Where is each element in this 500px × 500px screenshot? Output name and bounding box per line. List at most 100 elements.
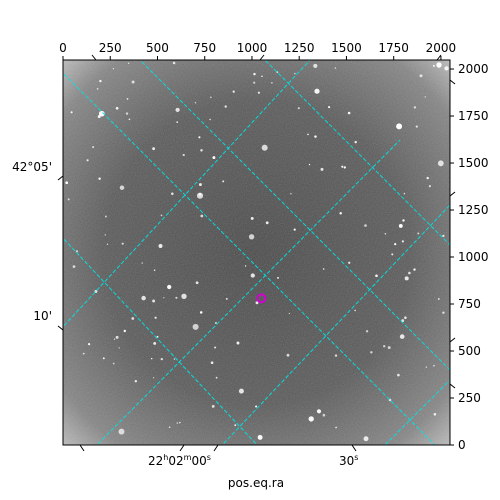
- top-x-tick-label: 1500: [331, 41, 362, 55]
- star: [152, 147, 155, 151]
- grid-line: [264, 60, 450, 246]
- star: [387, 346, 391, 350]
- star: [432, 64, 435, 67]
- star: [112, 68, 115, 70]
- star: [437, 298, 440, 300]
- star: [437, 160, 444, 167]
- top-wcs-tick-1: [91, 54, 97, 61]
- star: [86, 159, 89, 162]
- star: [215, 322, 217, 324]
- star: [126, 98, 129, 100]
- star: [288, 312, 291, 315]
- top-x-tick-label: 1250: [284, 41, 315, 55]
- top-x-tick-label: 500: [146, 41, 169, 55]
- star: [112, 362, 115, 365]
- star: [99, 79, 102, 83]
- star: [232, 90, 235, 93]
- star: [102, 357, 105, 360]
- star: [313, 63, 318, 68]
- star: [173, 358, 176, 360]
- star: [181, 293, 187, 299]
- star: [383, 345, 386, 348]
- star: [125, 112, 129, 115]
- star: [335, 426, 337, 429]
- star: [417, 232, 420, 235]
- star: [225, 297, 228, 300]
- star: [347, 111, 351, 115]
- star: [88, 343, 91, 346]
- star: [433, 413, 437, 416]
- star: [413, 106, 417, 109]
- right-wcs-tick-1: [449, 79, 456, 85]
- star: [158, 244, 163, 248]
- star: [255, 405, 258, 408]
- star: [118, 428, 125, 435]
- star: [255, 301, 259, 305]
- star: [215, 376, 218, 379]
- star: [297, 107, 300, 110]
- star: [253, 72, 256, 76]
- star: [436, 62, 442, 68]
- dec-tick-label-2: 10': [33, 309, 52, 323]
- star: [404, 316, 407, 319]
- star: [316, 409, 322, 414]
- dec-tick-1: [57, 175, 64, 181]
- star: [167, 284, 172, 290]
- star: [152, 299, 156, 303]
- star: [82, 352, 85, 355]
- star: [152, 377, 155, 379]
- star: [391, 253, 394, 256]
- star: [404, 276, 409, 281]
- star: [128, 118, 131, 121]
- star: [195, 281, 199, 285]
- star: [97, 115, 101, 119]
- star: [307, 133, 309, 136]
- star: [271, 82, 273, 84]
- star: [343, 166, 346, 169]
- right-y-tick-label: 1000: [458, 250, 489, 264]
- star: [211, 405, 215, 408]
- ra-tick-1: [79, 444, 85, 452]
- star: [141, 295, 146, 301]
- plot-frame: [62, 59, 451, 446]
- right-wcs-tick-4: [449, 383, 456, 389]
- star: [199, 311, 203, 314]
- grid-line: [63, 72, 436, 445]
- star: [104, 215, 107, 218]
- star: [198, 183, 202, 187]
- right-wcs-tick-2: [449, 191, 456, 197]
- star: [428, 185, 431, 188]
- star: [179, 421, 181, 424]
- star: [370, 351, 373, 354]
- star: [153, 269, 156, 272]
- star: [119, 185, 125, 190]
- star: [134, 379, 138, 383]
- star: [200, 214, 204, 218]
- ra-tick-3: [213, 444, 219, 452]
- star: [106, 243, 109, 245]
- star: [413, 268, 416, 271]
- target-marker: [256, 293, 267, 304]
- top-x-tick-label: 1000: [237, 41, 268, 55]
- star: [425, 366, 428, 368]
- star: [286, 353, 290, 357]
- right-y-tick-label: 1750: [458, 109, 489, 123]
- star: [364, 224, 367, 227]
- grid-line: [63, 237, 258, 445]
- top-wcs-tick-3: [436, 54, 442, 61]
- star: [118, 347, 120, 349]
- star: [396, 123, 403, 130]
- star: [294, 72, 296, 75]
- star: [250, 216, 254, 220]
- star: [176, 121, 179, 123]
- grid-line: [221, 204, 450, 445]
- star: [121, 242, 124, 245]
- star: [354, 140, 357, 144]
- star: [244, 265, 247, 267]
- star: [424, 96, 426, 98]
- star: [250, 273, 255, 278]
- star: [314, 135, 317, 138]
- star: [419, 74, 423, 78]
- star: [160, 357, 163, 361]
- star: [209, 118, 211, 121]
